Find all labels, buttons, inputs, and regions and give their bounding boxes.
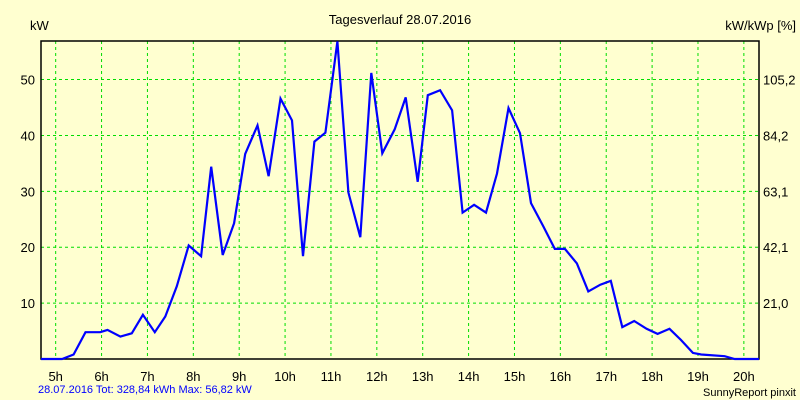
- y-axis-label-left: kW: [30, 18, 50, 33]
- x-tick-label: 6h: [94, 369, 108, 384]
- x-tick-label: 19h: [687, 369, 709, 384]
- y-tick-label-left: 30: [21, 184, 35, 199]
- chart-title: Tagesverlauf 28.07.2016: [329, 12, 471, 27]
- footer-credit: SunnyReport pinxit: [703, 387, 796, 399]
- tick-labels: 5h 6h 7h 8h 9h 10h 11h 12h 13h 14h 15h 16h 17h 18h 19h…: [21, 73, 796, 384]
- x-tick-label: 5h: [48, 369, 62, 384]
- x-tick-label: 12h: [366, 369, 388, 384]
- footer-summary: 28.07.2016 Tot: 328,84 kWh Max: 56,82 kW: [38, 384, 252, 396]
- x-tick-label: 9h: [232, 369, 246, 384]
- y-tick-label-left: 50: [21, 73, 35, 88]
- y-tick-label-right: 84,2: [763, 128, 788, 143]
- y-tick-label-right: 63,1: [763, 184, 788, 199]
- x-tick-label: 20h: [733, 369, 755, 384]
- x-tick-label: 14h: [458, 369, 480, 384]
- plot-frame: [40, 40, 760, 360]
- grid: [41, 41, 759, 359]
- y-tick-label-right: 42,1: [763, 240, 788, 255]
- series-line-kw: [41, 41, 759, 361]
- x-tick-label: 16h: [549, 369, 571, 384]
- y-tick-label-right: 21,0: [763, 296, 788, 311]
- x-tick-label: 17h: [595, 369, 617, 384]
- x-tick-label: 10h: [274, 369, 296, 384]
- y-tick-label-left: 10: [21, 296, 35, 311]
- y-axis-label-right: kW/kWp [%]: [725, 18, 796, 33]
- x-tick-label: 15h: [504, 369, 526, 384]
- y-tick-label-left: 20: [21, 240, 35, 255]
- y-tick-label-left: 40: [21, 128, 35, 143]
- y-tick-label-right: 105,2: [763, 73, 796, 88]
- x-tick-label: 8h: [186, 369, 200, 384]
- x-tick-label: 18h: [641, 369, 663, 384]
- x-tick-label: 13h: [412, 369, 434, 384]
- x-tick-label: 7h: [140, 369, 154, 384]
- x-tick-label: 11h: [321, 369, 342, 384]
